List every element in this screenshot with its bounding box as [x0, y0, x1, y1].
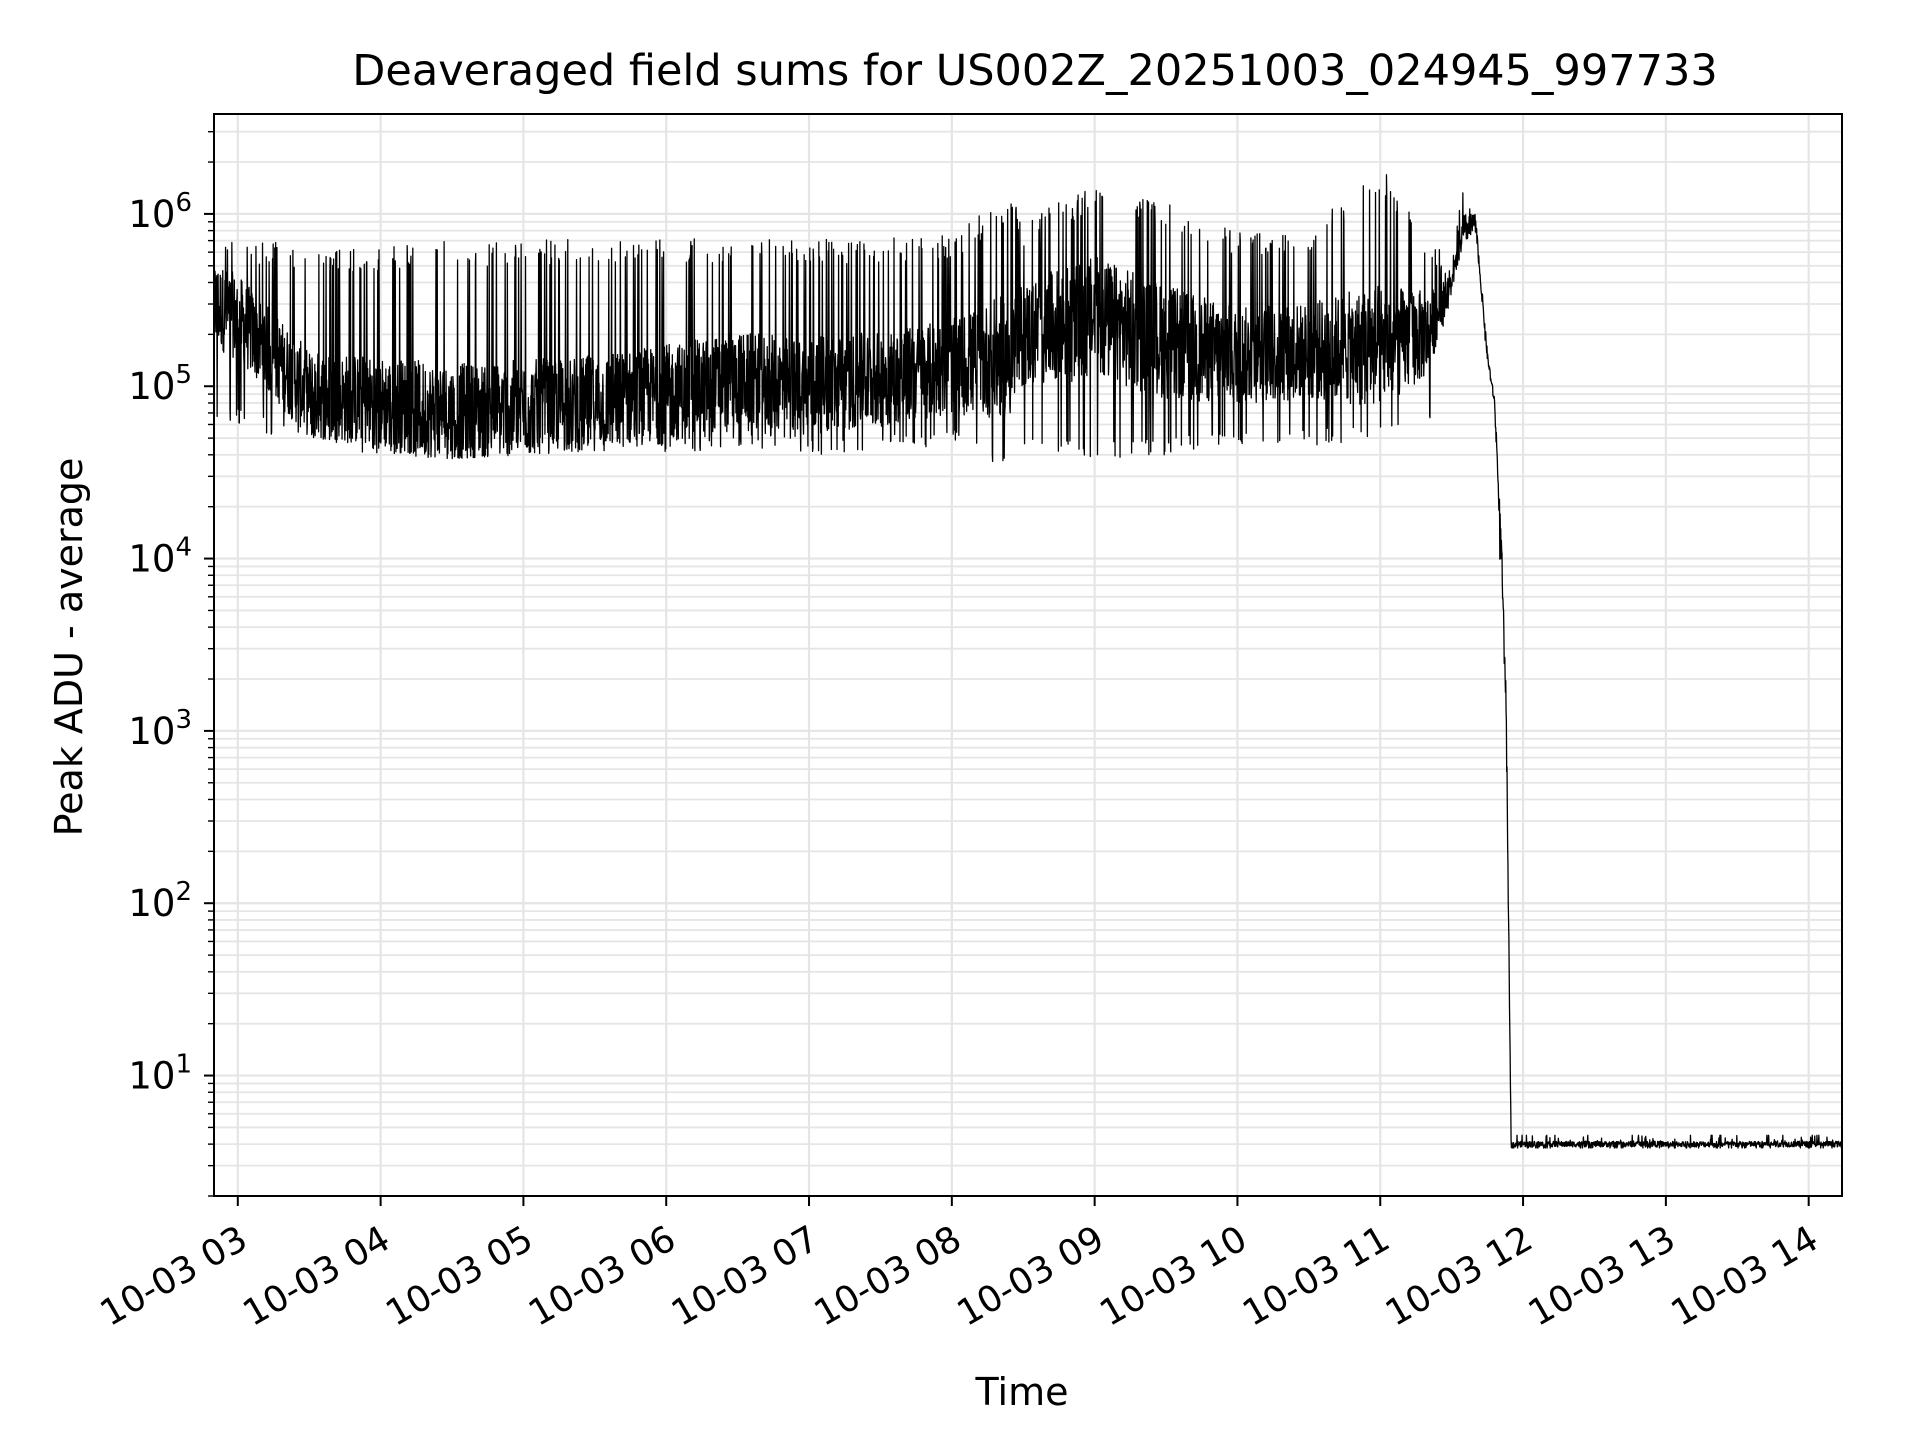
y-tick-label: 103	[128, 705, 192, 753]
x-axis-label: Time	[975, 1370, 1069, 1414]
y-axis-label: Peak ADU - average	[47, 458, 91, 837]
y-tick-label: 102	[128, 877, 192, 925]
y-tick-label: 101	[128, 1050, 192, 1098]
grid	[214, 114, 1842, 1197]
plot-frame	[213, 113, 1843, 1197]
series-line	[213, 174, 1843, 1149]
plot-area	[213, 174, 1843, 1149]
chart-title: Deaveraged field sums for US002Z_2025100…	[352, 46, 1717, 96]
y-tick-label: 106	[128, 188, 192, 236]
y-tick-label: 105	[128, 360, 192, 408]
y-tick-label: 104	[128, 533, 192, 581]
